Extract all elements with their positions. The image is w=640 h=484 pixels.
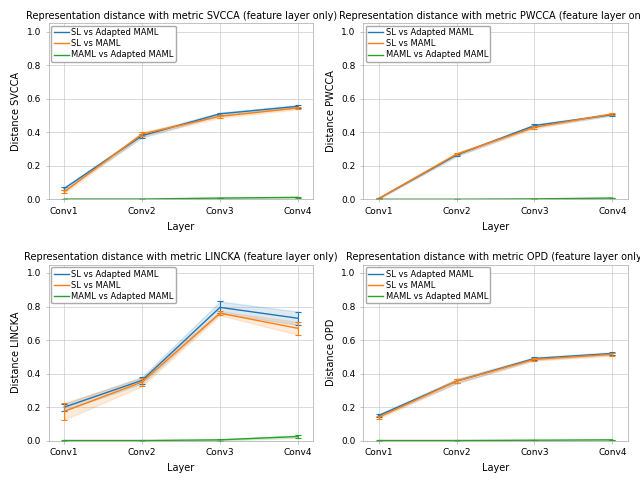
MAML vs Adapted MAML — [375, 197, 383, 202]
SL vs Adapted MAML — [452, 152, 460, 158]
X-axis label: Layer: Layer — [168, 222, 195, 231]
Title: Representation distance with metric OPD (feature layer only): Representation distance with metric OPD … — [346, 253, 640, 262]
SL vs MAML — [216, 113, 224, 119]
Line: SL vs Adapted MAML: SL vs Adapted MAML — [64, 307, 298, 407]
SL vs Adapted MAML — [216, 111, 224, 117]
SL vs MAML — [609, 111, 616, 117]
SL vs MAML — [375, 414, 383, 420]
MAML vs Adapted MAML — [452, 438, 460, 443]
Legend: SL vs Adapted MAML, SL vs MAML, MAML vs Adapted MAML: SL vs Adapted MAML, SL vs MAML, MAML vs … — [365, 267, 490, 303]
X-axis label: Layer: Layer — [482, 222, 509, 231]
SL vs MAML — [452, 378, 460, 384]
SL vs MAML — [138, 131, 146, 137]
SL vs MAML — [60, 408, 68, 414]
MAML vs Adapted MAML — [531, 437, 538, 443]
MAML vs Adapted MAML — [60, 438, 68, 443]
SL vs MAML — [294, 105, 301, 111]
SL vs Adapted MAML — [375, 196, 383, 201]
Line: MAML vs Adapted MAML: MAML vs Adapted MAML — [64, 437, 298, 440]
SL vs MAML — [216, 310, 224, 316]
Line: SL vs MAML: SL vs MAML — [64, 108, 298, 192]
Legend: SL vs Adapted MAML, SL vs MAML, MAML vs Adapted MAML: SL vs Adapted MAML, SL vs MAML, MAML vs … — [365, 26, 490, 62]
Line: SL vs Adapted MAML: SL vs Adapted MAML — [379, 353, 612, 416]
MAML vs Adapted MAML — [216, 195, 224, 201]
MAML vs Adapted MAML — [531, 196, 538, 202]
SL vs Adapted MAML — [294, 104, 301, 109]
SL vs Adapted MAML — [294, 316, 301, 321]
Title: Representation distance with metric LINCKA (feature layer only): Representation distance with metric LINC… — [24, 253, 338, 262]
SL vs MAML — [609, 351, 616, 357]
SL vs Adapted MAML — [609, 112, 616, 118]
SL vs MAML — [375, 196, 383, 201]
SL vs Adapted MAML — [375, 413, 383, 419]
Y-axis label: Distance LINCKA: Distance LINCKA — [11, 312, 21, 393]
SL vs Adapted MAML — [60, 185, 68, 191]
SL vs MAML — [138, 379, 146, 385]
Title: Representation distance with metric SVCCA (feature layer only): Representation distance with metric SVCC… — [26, 11, 337, 21]
Y-axis label: Distance OPD: Distance OPD — [326, 319, 335, 386]
Line: SL vs MAML: SL vs MAML — [379, 114, 612, 198]
Legend: SL vs Adapted MAML, SL vs MAML, MAML vs Adapted MAML: SL vs Adapted MAML, SL vs MAML, MAML vs … — [51, 26, 176, 62]
MAML vs Adapted MAML — [138, 438, 146, 443]
MAML vs Adapted MAML — [216, 437, 224, 443]
SL vs Adapted MAML — [138, 378, 146, 383]
Line: SL vs Adapted MAML: SL vs Adapted MAML — [64, 106, 298, 188]
SL vs Adapted MAML — [452, 378, 460, 384]
MAML vs Adapted MAML — [60, 196, 68, 202]
MAML vs Adapted MAML — [294, 195, 301, 200]
MAML vs Adapted MAML — [294, 434, 301, 439]
SL vs MAML — [60, 189, 68, 195]
SL vs MAML — [531, 124, 538, 130]
Legend: SL vs Adapted MAML, SL vs MAML, MAML vs Adapted MAML: SL vs Adapted MAML, SL vs MAML, MAML vs … — [51, 267, 176, 303]
Y-axis label: Distance SVCCA: Distance SVCCA — [11, 72, 21, 151]
SL vs Adapted MAML — [531, 122, 538, 128]
X-axis label: Layer: Layer — [168, 463, 195, 473]
SL vs MAML — [452, 151, 460, 157]
SL vs Adapted MAML — [609, 350, 616, 356]
MAML vs Adapted MAML — [138, 196, 146, 202]
MAML vs Adapted MAML — [375, 438, 383, 443]
Title: Representation distance with metric PWCCA (feature layer only): Representation distance with metric PWCC… — [339, 11, 640, 21]
SL vs MAML — [294, 325, 301, 331]
Line: SL vs Adapted MAML: SL vs Adapted MAML — [379, 115, 612, 198]
MAML vs Adapted MAML — [609, 195, 616, 201]
Y-axis label: Distance PWCCA: Distance PWCCA — [326, 70, 335, 152]
Line: MAML vs Adapted MAML: MAML vs Adapted MAML — [379, 198, 612, 199]
SL vs Adapted MAML — [60, 404, 68, 410]
Line: MAML vs Adapted MAML: MAML vs Adapted MAML — [64, 197, 298, 199]
MAML vs Adapted MAML — [609, 437, 616, 443]
SL vs Adapted MAML — [138, 133, 146, 138]
Line: SL vs MAML: SL vs MAML — [379, 354, 612, 417]
SL vs Adapted MAML — [216, 304, 224, 310]
SL vs MAML — [531, 356, 538, 362]
X-axis label: Layer: Layer — [482, 463, 509, 473]
SL vs Adapted MAML — [531, 356, 538, 362]
MAML vs Adapted MAML — [452, 197, 460, 202]
Line: SL vs MAML: SL vs MAML — [64, 313, 298, 411]
